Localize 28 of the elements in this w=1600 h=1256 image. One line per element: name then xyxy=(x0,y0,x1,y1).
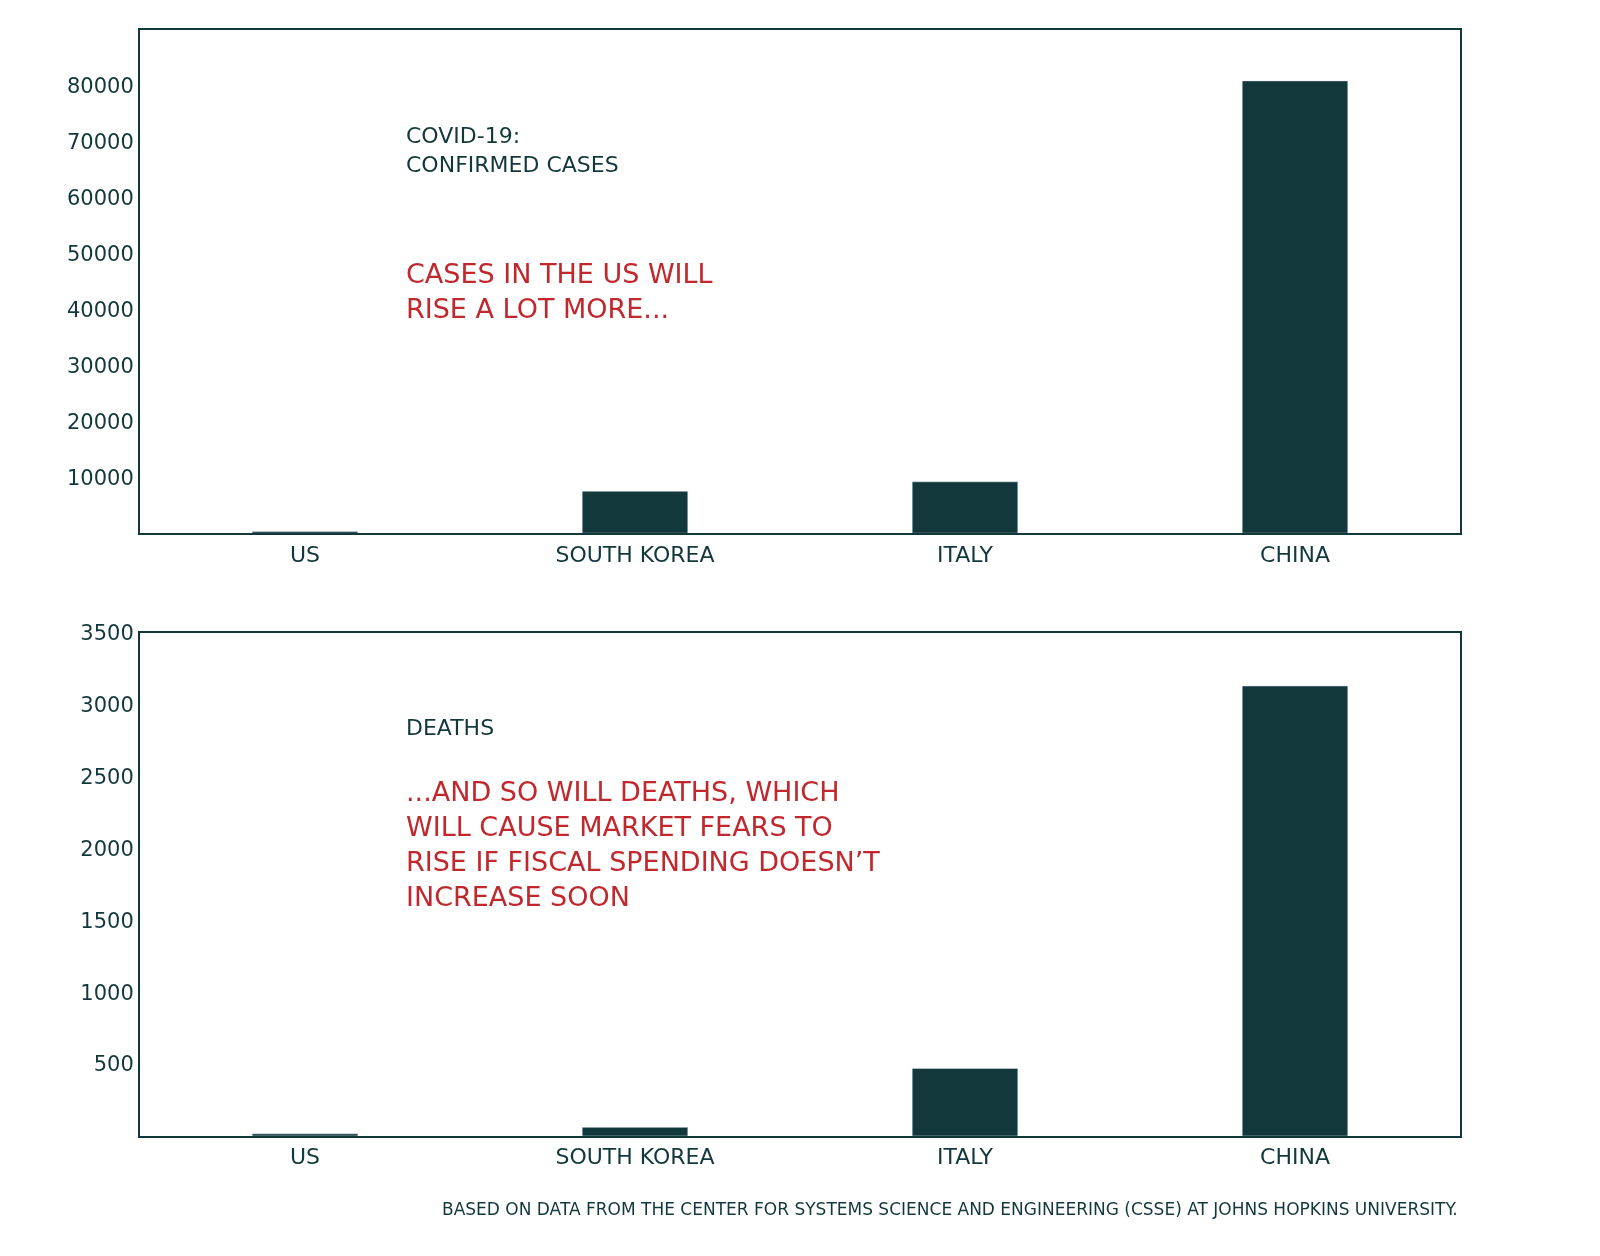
x-tick-label: SOUTH KOREA xyxy=(555,1144,715,1170)
y-tick-label: 1500 xyxy=(80,908,134,933)
x-tick-label: ITALY xyxy=(936,541,994,567)
y-tick-label: 1000 xyxy=(80,980,134,1005)
x-tick-label: US xyxy=(289,1144,321,1170)
y-tick-label: 60000 xyxy=(66,186,134,211)
y-tick-label: 80000 xyxy=(66,74,134,99)
x-tick-label: CHINA xyxy=(1260,541,1330,567)
y-tick-label: 2500 xyxy=(80,764,134,789)
y-tick-label: 20000 xyxy=(66,409,134,434)
text: COVID-19: CONFIRMED CASES xyxy=(406,123,619,177)
y-tick-label: 50000 xyxy=(66,242,134,267)
y-tick-label: 2000 xyxy=(80,836,134,861)
annotation: CASES IN THE US WILL RISE A LOT MORE... xyxy=(406,258,713,325)
x-tick-label: CHINA xyxy=(1260,1144,1330,1170)
x-tick-label: SOUTH KOREA xyxy=(555,541,715,567)
annotation: ...AND SO WILL DEATHS, WHICH WILL CAUSE MARKET FEARS TO RISE IF FISCAL SPENDING DOESN’T INCREASE SOON xyxy=(406,776,881,913)
y-tick-label: 40000 xyxy=(66,297,134,322)
y-tick-label: 3000 xyxy=(80,693,134,718)
y-tick-label: 500 xyxy=(93,1052,134,1077)
text: BASED ON DATA FROM THE CENTER FOR SYSTEMS SCIENCE AND ENGINEERING (CSSE) AT JOHNS HOPKINS UNIVERSITY. xyxy=(442,1199,1458,1219)
y-tick-label: 3500 xyxy=(80,621,134,646)
x-tick-label: US xyxy=(289,541,321,567)
y-tick-label: 70000 xyxy=(66,130,134,155)
y-tick-label: 30000 xyxy=(66,353,134,378)
text: DEATHS xyxy=(406,715,495,740)
y-tick-label: 10000 xyxy=(66,465,134,490)
x-tick-label: ITALY xyxy=(936,1144,994,1170)
